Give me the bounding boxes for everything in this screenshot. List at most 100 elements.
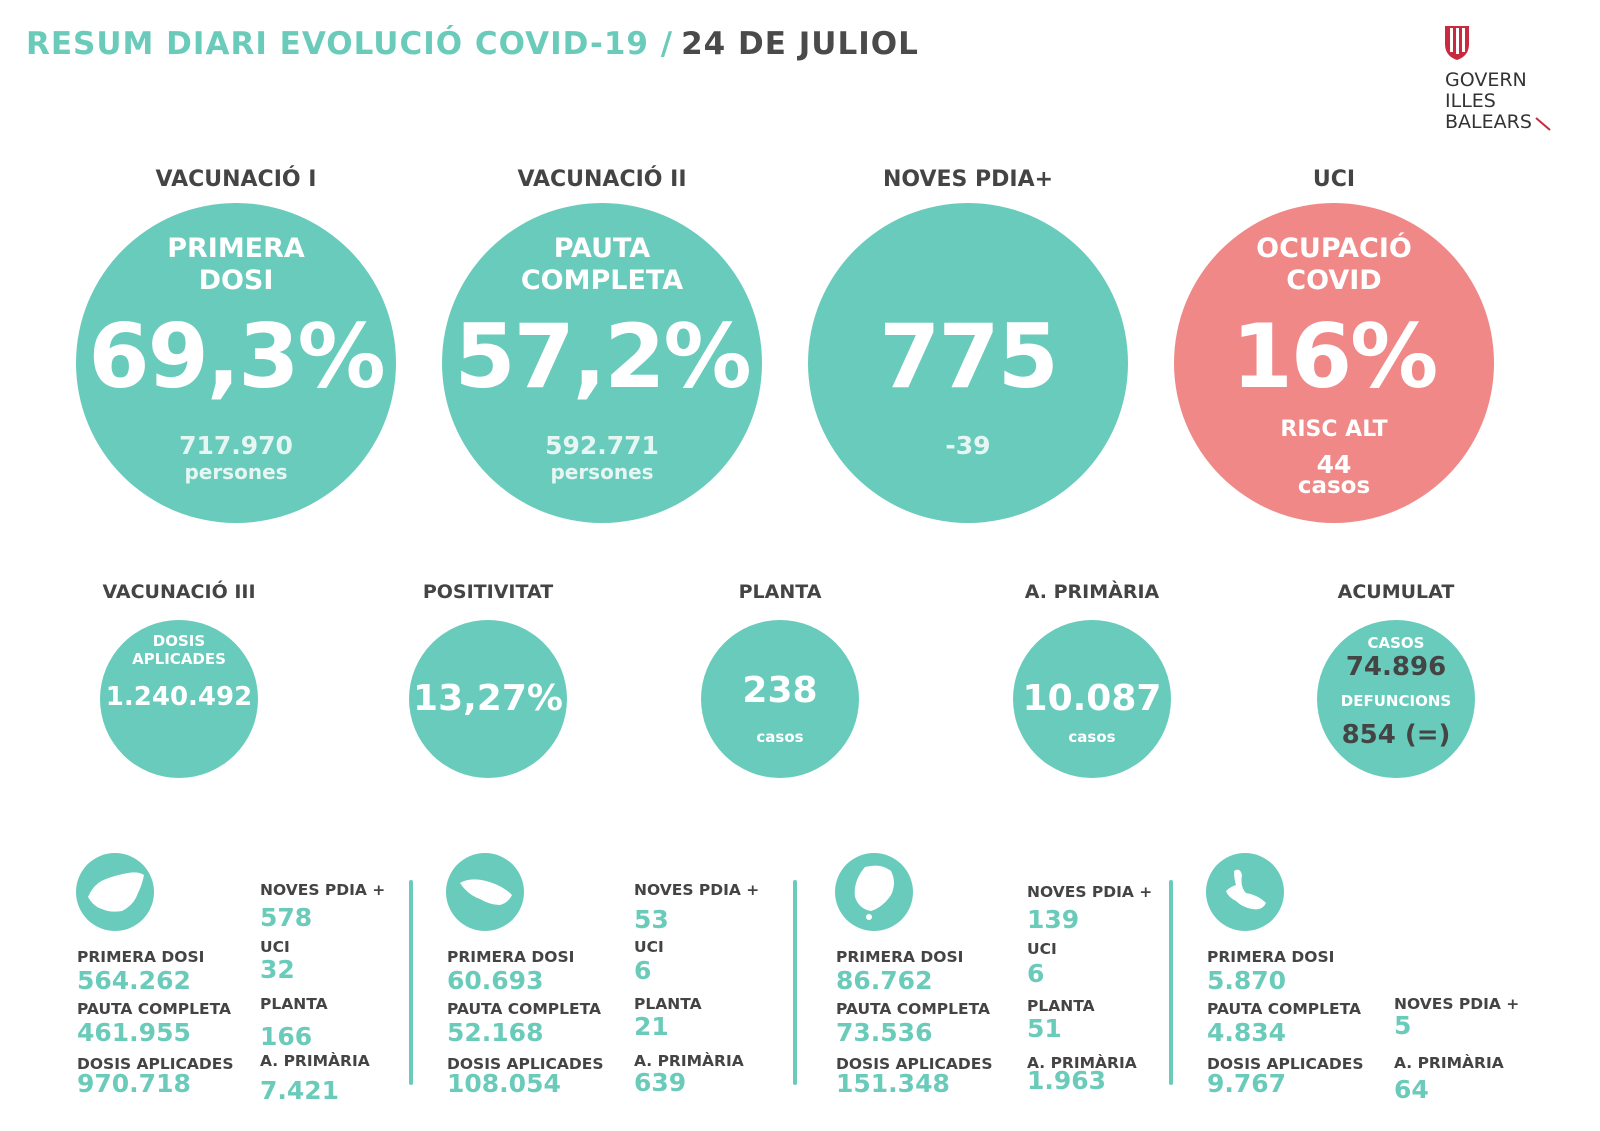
- planta-label: PLANTA: [260, 995, 328, 1013]
- uci-heading: UCI: [1312, 167, 1356, 192]
- page-title: RESUM DIARI EVOLUCIÓ COVID-19 /24 DE JUL…: [26, 26, 919, 62]
- eivissa-planta: 51: [1027, 1014, 1062, 1043]
- noves-pdia-label: NOVES PDIA +: [1027, 883, 1153, 901]
- pauta-completa-label: PAUTA COMPLETA: [77, 1000, 231, 1018]
- uci-label: UCI: [260, 938, 290, 956]
- formentera-noves-pdia: 5: [1394, 1011, 1412, 1040]
- formentera-primaria: 64: [1394, 1075, 1429, 1104]
- vacunacio3-circle: DOSIS APLICADES 1.240.492: [100, 620, 258, 778]
- mallorca-primaria: 7.421: [260, 1076, 340, 1105]
- persons-label: persones: [550, 460, 654, 484]
- divider: [1169, 880, 1173, 1085]
- mallorca-dosis-aplicades: 970.718: [77, 1069, 191, 1098]
- pauta-completa-label: PAUTA COMPLETA: [447, 1000, 601, 1018]
- eivissa-uci: 6: [1027, 959, 1045, 988]
- planta-label: PLANTA: [634, 995, 702, 1013]
- acumulat-circle: CASOS 74.896 DEFUNCIONS 854 (=): [1317, 620, 1475, 778]
- menorca-icon: [446, 853, 524, 931]
- menorca-noves-pdia: 53: [634, 905, 669, 934]
- vacunacio2-heading: VACUNACIÓ II: [517, 167, 687, 192]
- planta-label: PLANTA: [1027, 997, 1095, 1015]
- primaria-circle: 10.087 casos: [1013, 620, 1171, 778]
- pauta-completa-persons: 592.771: [545, 431, 659, 460]
- primaria-label: A. PRIMÀRIA: [1394, 1054, 1504, 1072]
- dosis-aplicades-label: DOSIS APLICADES: [1207, 1055, 1364, 1073]
- positivitat-circle: 13,27%: [409, 620, 567, 778]
- dosis-aplicades-label: DOSIS APLICADES: [836, 1055, 993, 1073]
- vacunacio3-heading: VACUNACIÓ III: [102, 581, 256, 603]
- vacunacio1-heading: VACUNACIÓ I: [155, 167, 317, 192]
- persons-label: persones: [184, 460, 288, 484]
- title-text: RESUM DIARI EVOLUCIÓ COVID-19 /: [26, 26, 674, 62]
- dosis-aplicades-label: DOSIS APLICADES: [132, 632, 226, 668]
- primera-dosi-label: PRIMERA DOSI: [167, 233, 305, 296]
- uci-label: UCI: [634, 938, 664, 956]
- primera-dosi-label: PRIMERA DOSI: [1207, 948, 1335, 966]
- positivitat-heading: POSITIVITAT: [422, 581, 554, 603]
- primaria-unit: casos: [1068, 728, 1116, 746]
- formentera-pauta-completa: 4.834: [1207, 1018, 1287, 1047]
- divider: [409, 880, 413, 1085]
- noves-pdia-delta: -39: [945, 431, 991, 460]
- uci-label: UCI: [1027, 940, 1057, 958]
- primera-dosi-persons: 717.970: [179, 431, 293, 460]
- primera-dosi-label: PRIMERA DOSI: [836, 948, 964, 966]
- divider: [793, 880, 797, 1085]
- uci-cases-value: 44: [1316, 450, 1352, 479]
- mallorca-pauta-completa: 461.955: [77, 1018, 191, 1047]
- vacunacio1-circle: PRIMERA DOSI 69,3% 717.970 persones: [76, 203, 396, 523]
- noves-pdia-circle: 775 -39: [808, 203, 1128, 523]
- primaria-label: A. PRIMÀRIA: [260, 1052, 370, 1070]
- noves-pdia-label: NOVES PDIA +: [634, 881, 760, 899]
- acumulat-heading: ACUMULAT: [1337, 581, 1455, 603]
- defuncions-value: 854 (=): [1341, 720, 1451, 750]
- mallorca-noves-pdia: 578: [260, 903, 313, 932]
- mallorca-icon: [76, 853, 154, 931]
- planta-unit: casos: [756, 728, 804, 746]
- menorca-primaria: 639: [634, 1068, 687, 1097]
- pauta-completa-label: PAUTA COMPLETA: [520, 233, 684, 296]
- dosis-aplicades-label: DOSIS APLICADES: [77, 1055, 234, 1073]
- menorca-dosis-aplicades: 108.054: [447, 1069, 561, 1098]
- menorca-primera-dosi: 60.693: [447, 966, 544, 995]
- defuncions-label: DEFUNCIONS: [1340, 692, 1452, 710]
- mallorca-primera-dosi: 564.262: [77, 966, 191, 995]
- noves-pdia-value: 775: [879, 305, 1059, 408]
- planta-value: 238: [742, 670, 818, 711]
- positivitat-value: 13,27%: [413, 678, 563, 719]
- eivissa-primera-dosi: 86.762: [836, 966, 933, 995]
- noves-pdia-label: NOVES PDIA +: [260, 881, 386, 899]
- eivissa-dosis-aplicades: 151.348: [836, 1069, 950, 1098]
- casos-label: CASOS: [1367, 634, 1425, 652]
- pauta-completa-label: PAUTA COMPLETA: [836, 1000, 990, 1018]
- eivissa-icon: [835, 853, 913, 931]
- menorca-planta: 21: [634, 1012, 669, 1041]
- dosis-aplicades-label: DOSIS APLICADES: [447, 1055, 604, 1073]
- pauta-completa-percent: 57,2%: [454, 305, 751, 408]
- logo-text: GOVERN ILLES BALEARS: [1445, 69, 1532, 133]
- title-date: 24 DE JULIOL: [681, 26, 919, 62]
- noves-pdia-label: NOVES PDIA +: [1394, 995, 1520, 1013]
- planta-circle: 238 casos: [701, 620, 859, 778]
- formentera-dosis-aplicades: 9.767: [1207, 1069, 1287, 1098]
- coat-of-arms-icon: [1445, 26, 1469, 60]
- mallorca-uci: 32: [260, 955, 295, 984]
- primaria-label: A. PRIMÀRIA: [1027, 1054, 1137, 1072]
- govern-illes-balears-logo: GOVERN ILLES BALEARS: [1442, 18, 1572, 138]
- formentera-icon: [1206, 853, 1284, 931]
- eivissa-noves-pdia: 139: [1027, 905, 1080, 934]
- menorca-pauta-completa: 52.168: [447, 1018, 544, 1047]
- uci-circle: OCUPACIÓ COVID 16% RISC ALT 44 casos: [1174, 203, 1494, 523]
- primera-dosi-label: PRIMERA DOSI: [447, 948, 575, 966]
- primera-dosi-percent: 69,3%: [88, 305, 385, 408]
- eivissa-primaria: 1.963: [1027, 1066, 1107, 1095]
- primaria-label: A. PRIMÀRIA: [634, 1052, 744, 1070]
- primaria-value: 10.087: [1022, 678, 1162, 719]
- uci-percent: 16%: [1231, 305, 1439, 408]
- planta-heading: PLANTA: [738, 581, 822, 603]
- pauta-completa-label: PAUTA COMPLETA: [1207, 1000, 1361, 1018]
- primaria-heading: A. PRIMÀRIA: [1024, 581, 1160, 603]
- noves-pdia-heading: NOVES PDIA+: [882, 167, 1054, 192]
- vacunacio2-circle: PAUTA COMPLETA 57,2% 592.771 persones: [442, 203, 762, 523]
- mallorca-planta: 166: [260, 1022, 313, 1051]
